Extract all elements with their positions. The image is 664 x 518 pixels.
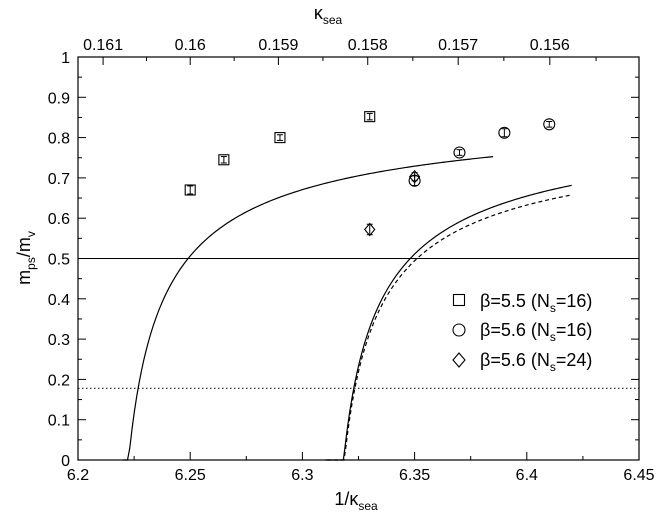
x-axis-ticks: 6.2 6.25 6.3 6.35 6.4 6.45	[67, 452, 655, 484]
y-tick-label: 0.9	[48, 90, 70, 107]
fit-curves	[122, 156, 572, 461]
fit-curve	[122, 156, 494, 461]
legend-label-beta55-ns16: β=5.5 (Ns=16)	[480, 291, 592, 315]
legend-marker-square	[452, 293, 466, 307]
y-tick-label: 0.8	[48, 131, 70, 148]
x-axis-title-main: 1/κ	[334, 489, 359, 509]
legend-label-beta56-ns16: β=5.6 (Ns=16)	[480, 320, 592, 344]
top-axis-title-main: κ	[314, 3, 324, 23]
y-tick-label: 0.5	[48, 252, 70, 269]
data-point-square	[274, 132, 286, 144]
data-point-circle	[453, 146, 466, 159]
y-tick-label: 0.1	[48, 413, 70, 430]
y-tick-label: 0.3	[48, 332, 70, 349]
x-axis-title-sub: sea	[358, 499, 378, 513]
y-tick-label: 0	[61, 453, 70, 470]
y-tick-label: 0.2	[48, 372, 70, 389]
x-axis-title: 1/κsea	[334, 489, 378, 513]
legend: β=5.5 (Ns=16) β=5.6 (Ns=16) β=5.6 (Ns=24…	[452, 291, 592, 374]
y-tick-label: 0.6	[48, 211, 70, 228]
fit-curve	[327, 194, 572, 461]
fit-curve	[324, 184, 572, 461]
y-tick-label: 0.7	[48, 171, 70, 188]
y-axis-ticks: 0 0.1 0.2 0.3 0.4 0.5 0.6 0.7 0.8 0.9 1	[48, 50, 639, 470]
top-tick-label: 0.16	[175, 37, 206, 54]
data-point-square	[364, 111, 376, 123]
top-tick-label: 0.159	[258, 37, 298, 54]
legend-marker-circle	[452, 323, 466, 337]
top-tick-label: 0.156	[530, 37, 570, 54]
legend-label-beta56-ns24: β=5.6 (Ns=24)	[480, 350, 592, 374]
x-tick-label: 6.2	[67, 467, 89, 484]
data-point-circle	[498, 126, 511, 139]
data-point-diamond	[364, 222, 376, 237]
data-point-square	[184, 184, 196, 196]
x-tick-label: 6.3	[291, 467, 313, 484]
x-tick-label: 6.45	[623, 467, 654, 484]
y-axis-title-sub2: v	[24, 231, 38, 237]
x-tick-label: 6.4	[516, 467, 538, 484]
data-markers	[184, 111, 556, 237]
top-tick-label: 0.161	[83, 37, 123, 54]
top-axis-title: κsea	[314, 3, 343, 27]
top-tick-label: 0.158	[348, 37, 388, 54]
data-point-circle	[543, 118, 556, 131]
y-axis-title-sub1: ps	[24, 257, 38, 270]
legend-marker-diamond	[452, 352, 466, 368]
y-tick-label: 0.4	[48, 292, 70, 309]
x-tick-label: 6.25	[175, 467, 206, 484]
top-tick-label: 0.157	[438, 37, 478, 54]
top-axis-title-sub: sea	[323, 13, 343, 27]
top-axis-ticks: 0.161 0.16 0.159 0.158 0.157 0.156	[83, 37, 597, 65]
data-point-square	[218, 154, 230, 166]
y-tick-label: 1	[61, 50, 70, 67]
y-axis-title: mps/mv	[14, 231, 38, 285]
y-axis-title-main: m	[14, 270, 34, 285]
x-tick-label: 6.35	[399, 467, 430, 484]
reference-lines	[78, 258, 639, 389]
y-axis-title-mid: /m	[14, 237, 34, 257]
data-point-diamond	[408, 169, 421, 184]
